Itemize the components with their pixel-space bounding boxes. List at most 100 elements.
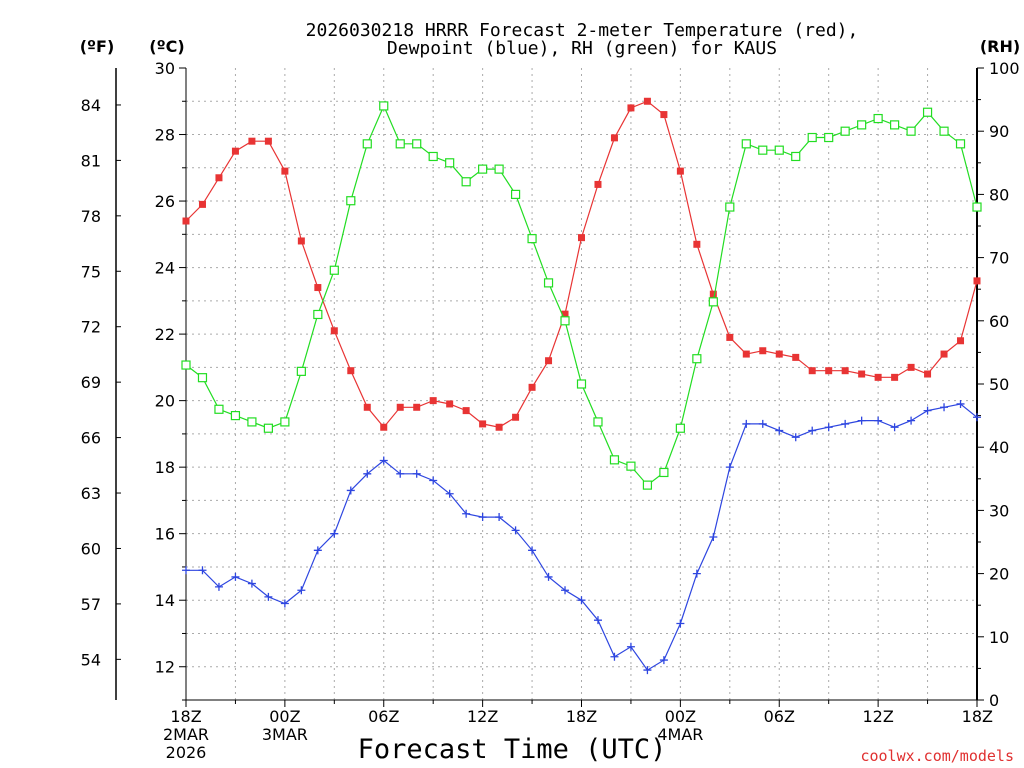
2-meter-temperature-point [643,97,651,105]
2-meter-temperature-point [973,277,981,285]
rh-tick-label: 20 [989,565,1009,584]
fahrenheit-tick-label: 63 [81,484,101,503]
dewpoint-point [643,666,652,675]
2-meter-temperature-point [528,383,536,391]
dewpoint-point [956,399,965,408]
credit-label: coolwx.com/models [860,747,1014,765]
rh-point [642,480,653,490]
celsius-tick-label: 22 [155,325,175,344]
time-tick-label: 00Z [665,707,696,726]
time-tick-label: 06Z [764,707,795,726]
2-meter-temperature-point [231,147,239,155]
dewpoint-point [676,619,685,628]
2-meter-temperature-point [578,234,585,242]
fahrenheit-axis: 54 57 60 63 66 69 72 75 78 81 84 [81,96,121,669]
dewpoint-point [297,586,306,595]
2-meter-temperature-point [891,373,899,381]
rh-point [362,139,372,149]
2-meter-temperature-point [594,180,602,188]
celsius-tick-label: 12 [155,658,175,677]
2-meter-temperature-point [215,174,223,182]
dewpoint-point [775,426,784,435]
dewpoint-point [396,469,405,478]
celsius-tick-label: 30 [155,59,175,78]
dewpoint-point [363,469,372,478]
rh-point [741,139,751,149]
2-meter-temperature-point [413,403,421,411]
dewpoint-point [264,592,273,601]
rh-point [840,126,850,136]
2-meter-temperature-point [512,413,520,421]
2-meter-temperature-point [709,290,717,298]
fahrenheit-tick-label: 72 [81,318,101,337]
dewpoint-point [231,572,240,581]
2-meter-temperature-point [693,240,701,248]
dewpoint-point [528,546,537,555]
dewpoint-point [478,513,487,522]
2-meter-temperature-point [380,423,388,431]
rh-point [527,234,537,244]
rh-point [329,265,339,275]
2-meter-temperature-point [446,400,454,408]
time-tick-label: 2MAR [163,725,209,744]
fahrenheit-unit-label: (ºF) [80,37,115,56]
dewpoint-point [330,529,339,538]
dewpoint-point [462,509,471,518]
celsius-tick-label: 24 [155,259,175,278]
rh-point [609,455,620,465]
rh-point [774,145,784,155]
fahrenheit-tick-label: 75 [81,262,101,281]
rh-point [412,139,422,149]
fahrenheit-tick-label: 69 [81,373,101,392]
time-tick-label: 12Z [862,707,893,726]
celsius-tick-label: 28 [155,126,175,145]
dewpoint-point [593,616,602,625]
rh-point [659,467,669,478]
2-meter-temperature-point [182,217,190,225]
2-meter-temperature-series [182,97,981,431]
rh-point [494,164,504,174]
chart-title-line1: 2026030218 HRRR Forecast 2-meter Tempera… [306,20,859,41]
rh-point [708,297,718,307]
time-tick-label: 18Z [170,707,201,726]
celsius-axis: 12 14 16 18 20 22 24 26 28 30 [155,59,186,701]
2-meter-temperature-point [676,167,684,175]
rh-point [857,120,867,130]
time-tick-label: 2026 [166,743,207,762]
dewpoint-point [346,486,355,495]
dewpoint-point [907,416,916,425]
dewpoint-point [379,456,388,465]
dewpoint-point [808,426,817,435]
2-meter-temperature-point [545,357,553,365]
dewpoint-point [659,656,668,665]
2-meter-temperature-point [907,363,915,371]
2-meter-temperature-point [808,367,816,375]
rh-point [181,360,191,370]
dewpoint-point [280,599,289,608]
2-meter-temperature-point [198,200,206,208]
2-meter-temperature-point [281,167,289,175]
time-tick-label: 18Z [566,707,597,726]
rh-tick-label: 40 [989,438,1009,457]
dewpoint-point [857,416,866,425]
2-meter-temperature-point [462,407,470,415]
fahrenheit-tick-label: 54 [81,650,101,669]
2-meter-temperature-point [627,104,635,112]
rh-point [692,354,702,364]
rh-point [230,411,241,421]
fahrenheit-tick-label: 78 [81,207,101,226]
dewpoint-point [247,579,256,588]
2-meter-temperature-point [479,420,487,428]
2-meter-temperature-point [792,353,800,361]
x-axis-title: Forecast Time (UTC) [358,734,667,765]
dewpoint-point [412,469,421,478]
2-meter-temperature-point [957,337,965,345]
rh-tick-label: 60 [989,312,1009,331]
axes [115,68,978,701]
rh-point [313,309,323,320]
dewpoint-point [561,586,570,595]
time-tick-label: 4MAR [657,725,703,744]
rh-tick-label: 70 [989,249,1009,268]
2-meter-temperature-point [825,367,833,375]
2-meter-temperature-point [858,370,866,378]
